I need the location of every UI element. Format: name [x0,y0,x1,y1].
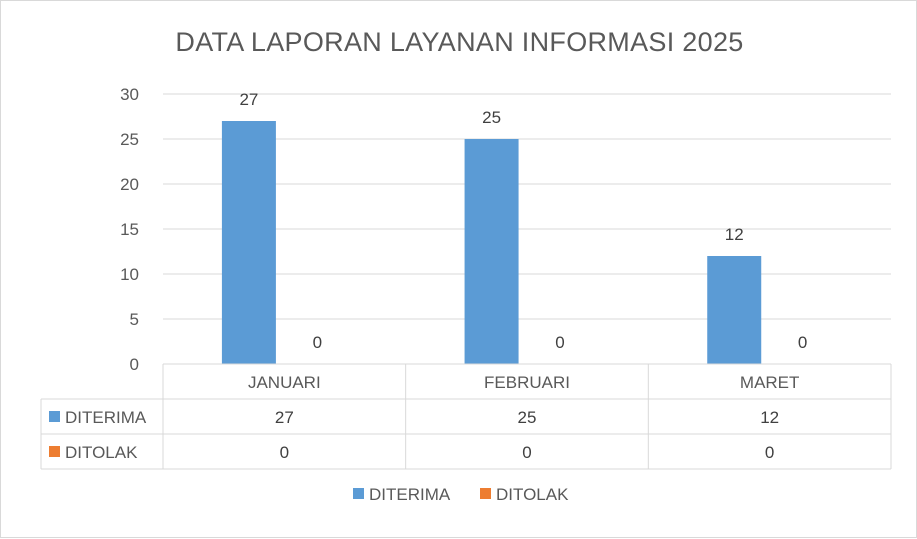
legend-key [49,411,60,422]
category-label: JANUARI [248,373,321,392]
table-cell: 27 [275,408,294,427]
data-label: 12 [725,225,744,244]
table-cell: 12 [760,408,779,427]
legend-label: DITERIMA [369,485,451,504]
table-cell: 0 [280,443,289,462]
data-label: 27 [239,90,258,109]
category-label: FEBRUARI [484,373,570,392]
y-tick-label: 0 [130,355,139,374]
y-tick-label: 20 [120,175,139,194]
bar-diterima [221,121,276,364]
legend-swatch [480,488,491,499]
data-label: 0 [313,333,322,352]
legend-key [49,446,60,457]
y-tick-label: 15 [120,220,139,239]
y-tick-label: 30 [120,85,139,104]
y-tick-label: 5 [130,310,139,329]
category-label: MARET [740,373,800,392]
data-label: 0 [555,333,564,352]
bar-diterima [464,139,519,364]
y-tick-label: 25 [120,130,139,149]
series-row-label: DITERIMA [65,408,147,427]
series-row-label: DITOLAK [65,443,138,462]
table-cell: 0 [522,443,531,462]
legend-swatch [353,488,364,499]
chart-title: DATA LAPORAN LAYANAN INFORMASI 2025 [175,27,744,57]
table-cell: 0 [765,443,774,462]
legend-label: DITOLAK [496,485,569,504]
y-tick-label: 10 [120,265,139,284]
bar-diterima [707,256,762,364]
table-cell: 25 [518,408,537,427]
data-label: 25 [482,108,501,127]
data-label: 0 [798,333,807,352]
